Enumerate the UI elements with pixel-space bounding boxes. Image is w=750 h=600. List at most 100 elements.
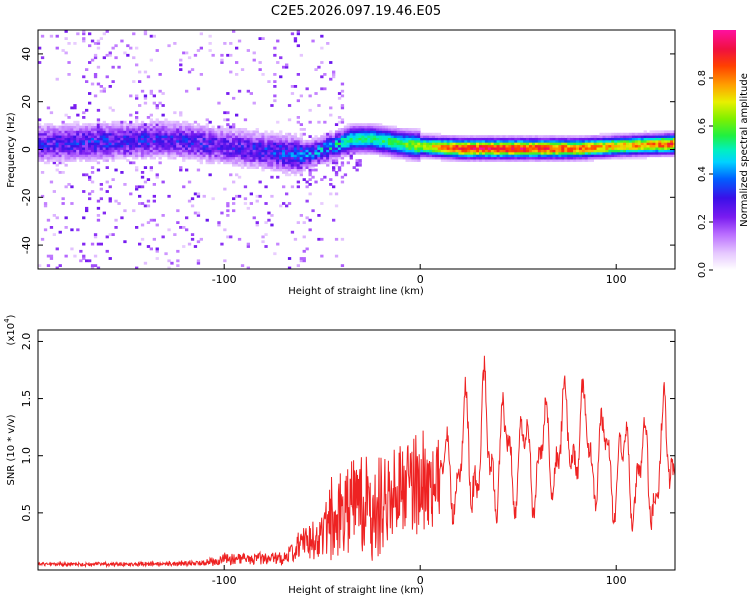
spectrogram-cell (279, 168, 283, 172)
spectrogram-cell (264, 142, 268, 146)
spectrogram-cell (38, 118, 42, 122)
spectrogram-cell (658, 139, 662, 143)
spectrogram-cell (58, 142, 62, 146)
spectrogram-cell (132, 32, 136, 36)
spectrogram-cell (379, 147, 383, 150)
spectrogram-cell (387, 125, 392, 129)
spectrogram-cell (143, 130, 148, 134)
spectrogram-cell (531, 159, 536, 162)
spectrogram-cell (352, 123, 356, 126)
spectrogram-cell (129, 142, 133, 146)
spectrogram-cell (590, 149, 594, 153)
spectrogram-cell (199, 125, 203, 129)
spectrogram-cell (79, 132, 83, 136)
spectrogram-cell (214, 137, 218, 141)
spectrogram-cell (252, 137, 256, 141)
spectrogram-cell (408, 151, 412, 155)
spectrogram-cell (387, 142, 392, 146)
spectrogram-cell (55, 77, 59, 81)
spectrogram-cell (593, 137, 597, 141)
spectrogram-cell (523, 135, 527, 138)
spectrogram-cell (370, 128, 374, 131)
spectrogram-cell (138, 80, 142, 83)
spectrogram-cell (634, 147, 639, 150)
spectrogram-cell (405, 159, 409, 162)
spectrogram-cell (499, 135, 503, 138)
spectrogram-cell (529, 149, 533, 153)
spectrogram-cell (117, 144, 121, 148)
snr-frame (37, 329, 676, 571)
spectrogram-cell (526, 142, 530, 146)
spectrogram-cell (628, 132, 633, 136)
spectrogram-cell (534, 149, 539, 153)
spectrogram-cell (308, 139, 312, 143)
spectrogram-cell (120, 149, 124, 153)
spectrogram-cell (287, 137, 292, 141)
spectrogram-cell (652, 154, 656, 158)
spectrogram-cell (93, 94, 98, 98)
spectrogram-cell (461, 156, 465, 160)
spectrogram-cell (290, 163, 295, 167)
spectrogram-cell (293, 149, 298, 153)
spectrogram-cell (340, 151, 345, 155)
spectrogram-cell (484, 142, 489, 146)
spectrogram-cell (493, 147, 497, 150)
spectrogram-cell (223, 187, 227, 191)
spectrogram-cell (661, 149, 665, 153)
spectrogram-cell (390, 130, 395, 134)
spectrogram-cell (149, 154, 153, 158)
spectrogram-cell (340, 144, 345, 148)
spectrogram-cell (332, 137, 336, 141)
spectrogram-cell (317, 154, 321, 158)
spectrogram-cell (52, 233, 56, 236)
spectrogram-cell (220, 125, 224, 129)
spectrogram-cell (296, 32, 300, 36)
spectrogram-cell (587, 154, 592, 158)
spectrogram-cell (537, 156, 542, 160)
spectrogram-cell (43, 125, 48, 129)
spectrogram-cell (155, 123, 159, 126)
spectrogram-cell (529, 151, 533, 155)
spectrogram-cell (64, 144, 68, 148)
spectrogram-cell (129, 149, 133, 153)
spectrogram-cell (640, 154, 644, 158)
spectrogram-cell (552, 156, 556, 160)
spectrogram-cell (285, 144, 289, 148)
spectrogram-cell (581, 139, 586, 143)
spectrogram-cell (282, 149, 286, 153)
spectrogram-cell (264, 144, 268, 148)
spectrogram-cell (173, 139, 177, 143)
spectrogram-cell (584, 151, 589, 155)
spectrogram-cell (384, 132, 389, 136)
spectrogram-cell (505, 154, 509, 158)
spectrogram-cell (337, 137, 342, 141)
spectrogram-cell (602, 154, 606, 158)
spectrogram-cell (155, 257, 159, 260)
spectrogram-cell (267, 139, 271, 143)
spectrogram-cell (302, 163, 306, 167)
spectrogram-cell (473, 135, 477, 138)
spectrogram-cell (523, 151, 527, 155)
spectrogram-cell (158, 154, 162, 158)
spectrogram-cell (449, 159, 453, 162)
spectrogram-cell (293, 147, 298, 150)
spectrogram-cell (499, 139, 503, 143)
spectrogram-cell (549, 159, 553, 162)
spectrogram-cell (52, 144, 56, 148)
spectrogram-cell (88, 123, 92, 126)
spectrogram-cell (58, 137, 62, 141)
spectrogram-cell (305, 139, 309, 143)
spectrogram-cell (399, 135, 403, 138)
spectrogram-cell (420, 154, 424, 158)
spectrogram-cell (240, 142, 245, 146)
spectrogram-cell (379, 132, 383, 136)
spectrogram-cell (135, 128, 139, 131)
spectrogram-cell (361, 125, 365, 129)
spectrogram-cell (626, 135, 630, 138)
spectrogram-cell (614, 137, 618, 141)
spectrogram-cell (108, 139, 112, 143)
spectrogram-cell (664, 137, 668, 141)
spectrogram-cell (505, 139, 509, 143)
spectrogram-cell (79, 259, 83, 263)
spectrogram-cell (249, 161, 253, 165)
